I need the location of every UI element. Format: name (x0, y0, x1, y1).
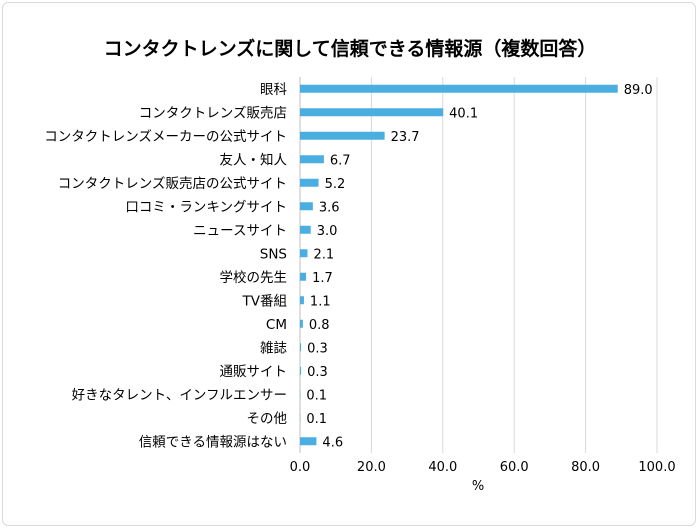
x-axis-label: % (472, 479, 484, 494)
data-label: 4.6 (322, 435, 343, 450)
bar (300, 202, 313, 211)
category-label: SNS (260, 246, 287, 262)
category-label: コンタクトレンズ販売店 (139, 105, 287, 121)
bar (300, 437, 317, 446)
category-label: 口コミ・ランキングサイト (125, 199, 287, 215)
x-tick-label: 0.0 (290, 460, 311, 475)
category-label: ニュースサイト (193, 223, 287, 239)
x-tick-label: 60.0 (500, 460, 529, 475)
data-label: 0.3 (307, 365, 328, 380)
bar (300, 155, 324, 164)
data-label: 1.7 (312, 271, 333, 286)
bar (300, 131, 385, 140)
bar (300, 225, 311, 234)
category-label: CM (266, 317, 287, 333)
x-tick-label: 20.0 (357, 460, 386, 475)
data-label: 40.1 (449, 106, 478, 121)
x-tick-label: 100.0 (638, 460, 675, 475)
data-label: 0.3 (307, 341, 328, 356)
data-label: 2.1 (313, 247, 334, 262)
data-label: 0.1 (306, 412, 327, 427)
category-label: 友人・知人 (220, 151, 288, 168)
category-label: 眼科 (260, 82, 287, 98)
data-label: 0.1 (306, 388, 327, 403)
category-label: 雑誌 (260, 340, 287, 356)
bar (300, 319, 303, 328)
data-label: 0.8 (309, 318, 330, 333)
bar (300, 272, 307, 281)
bar (300, 249, 308, 258)
data-label: 23.7 (391, 130, 420, 145)
data-label: 6.7 (330, 153, 351, 168)
bars (300, 84, 618, 446)
x-tick-label: 80.0 (571, 460, 600, 475)
chart-title: コンタクトレンズに関して信頼できる情報源（複数回答） (104, 37, 597, 60)
category-labels: 眼科コンタクトレンズ販売店コンタクトレンズメーカーの公式サイト友人・知人コンタク… (44, 82, 287, 451)
category-label: 学校の先生 (220, 269, 288, 286)
data-label: 3.6 (319, 200, 340, 215)
category-label: コンタクトレンズ販売店の公式サイト (58, 176, 287, 192)
data-label: 1.1 (310, 294, 331, 309)
bar (300, 296, 304, 305)
data-label: 3.0 (317, 224, 338, 239)
bar (300, 178, 319, 187)
data-label: 5.2 (325, 177, 346, 192)
category-label: その他 (247, 411, 288, 427)
category-label: コンタクトレンズメーカーの公式サイト (44, 129, 287, 145)
x-tick-labels: 0.0 20.0 40.0 60.0 80.0 100.0 (290, 460, 676, 475)
category-label: TV番組 (242, 293, 287, 309)
bar (300, 343, 302, 352)
data-label: 89.0 (624, 83, 653, 98)
category-label: 通販サイト (220, 364, 288, 380)
category-label: 好きなタレント、インフルエンサー (72, 387, 287, 403)
bar (300, 108, 444, 117)
bar (300, 366, 302, 375)
category-label: 信頼できる情報源はない (139, 434, 287, 450)
bar (300, 84, 618, 93)
value-labels: 89.0 40.1 23.7 6.7 5.2 3.6 3.0 2.1 1.7 1.1 0.8 0.3 0… (306, 83, 652, 451)
x-tick-label: 40.0 (428, 460, 457, 475)
